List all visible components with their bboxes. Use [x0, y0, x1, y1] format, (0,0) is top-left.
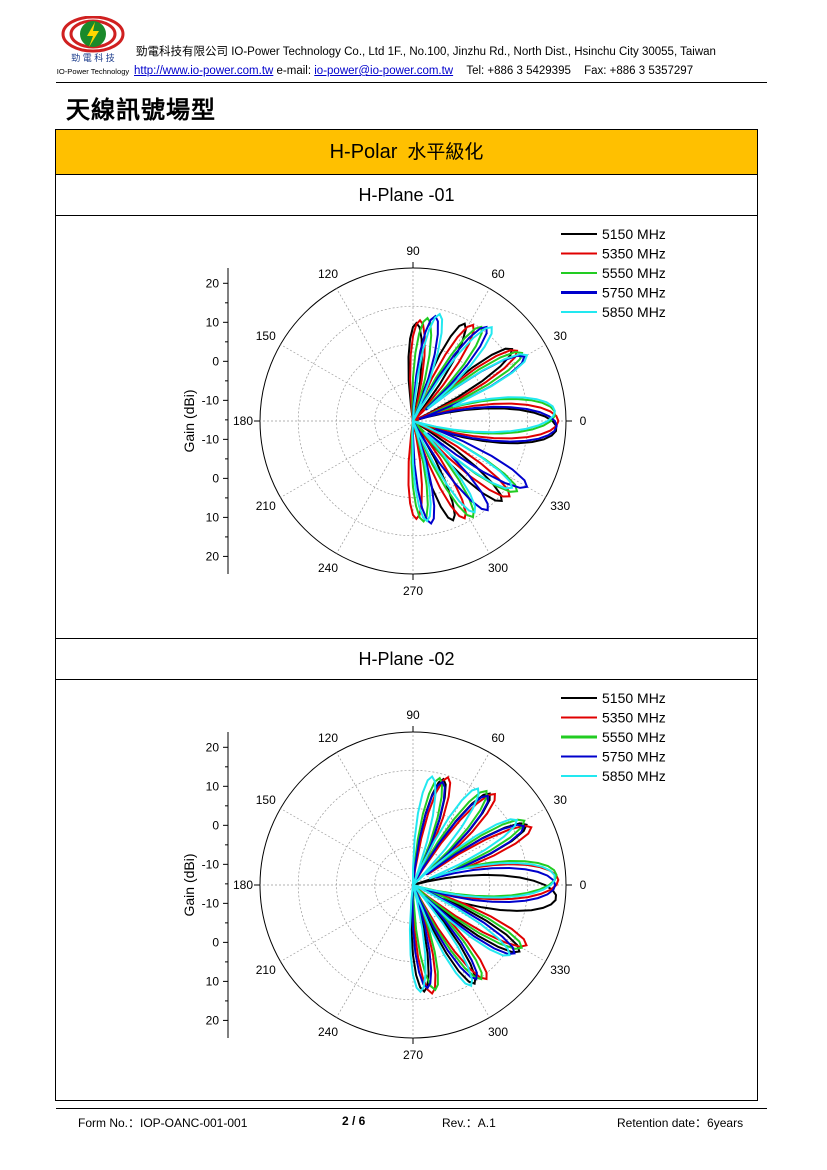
radial-tick-label: 20 [206, 1013, 220, 1027]
angle-tick-label: 300 [488, 561, 508, 575]
angle-tick-label: 60 [491, 731, 505, 745]
series-curve-5850-mhz [408, 774, 556, 994]
radial-tick-label: 20 [206, 740, 220, 754]
radial-tick-label: 0 [212, 471, 219, 485]
polar-chart-2: 0 30 60 90 120 150 180 210 240 270 300 330 20 10 0 -10 -… [181, 690, 666, 1062]
radial-tick-label: -10 [202, 896, 220, 910]
polar-grid-ring [297, 305, 529, 537]
angle-tick-label: 210 [256, 963, 276, 977]
gain-axis-label: Gain (dBi) [181, 389, 197, 452]
polar-grid-ring [374, 382, 452, 460]
legend-label: 5150 MHz [602, 226, 666, 242]
series-curve-5150-mhz [410, 777, 558, 994]
angle-tick-label: 150 [256, 329, 276, 343]
angle-tick-label: 150 [256, 793, 276, 807]
legend-label: 5150 MHz [602, 690, 666, 706]
series-curve-5150-mhz [407, 321, 558, 522]
footer-page-number: 2 / 6 [342, 1114, 366, 1128]
radial-tick-label: 10 [206, 315, 220, 329]
series-curve-5750-mhz [411, 780, 557, 990]
angle-tick-label: 240 [318, 561, 338, 575]
chart-2-title: H-Plane -02 [56, 639, 757, 680]
legend-label: 5850 MHz [602, 304, 666, 320]
polar-spoke [336, 420, 414, 554]
angle-tick-label: 30 [554, 329, 568, 343]
radial-tick-label: -10 [202, 432, 220, 446]
legend-label: 5850 MHz [602, 768, 666, 784]
fax-text: Fax: +886 3 5357297 [584, 65, 694, 77]
radial-tick-label: 0 [212, 354, 219, 368]
polar-grid-ring [297, 769, 529, 1001]
angle-tick-label: 180 [233, 878, 253, 892]
email-label: e-mail: [276, 65, 312, 77]
polar-spoke [280, 808, 414, 886]
radial-tick-label: 10 [206, 510, 220, 524]
legend-label: 5750 MHz [602, 285, 666, 301]
polar-spoke [280, 344, 414, 422]
series-curve-5850-mhz [411, 312, 556, 523]
logo-en-text: IO-Power Technology [57, 67, 130, 76]
angle-tick-label: 90 [406, 244, 420, 258]
angle-tick-label: 0 [580, 414, 587, 428]
polar-spoke [280, 420, 414, 498]
angle-tick-label: 270 [403, 1048, 423, 1062]
section-title-en: H-Polar [329, 141, 398, 163]
legend-label: 5350 MHz [602, 710, 666, 726]
polar-spoke [412, 808, 546, 886]
angle-tick-label: 180 [233, 414, 253, 428]
angle-tick-label: 240 [318, 1025, 338, 1039]
polar-spoke [336, 288, 414, 422]
angle-tick-label: 90 [406, 708, 420, 722]
legend-label: 5550 MHz [602, 265, 666, 281]
angle-tick-label: 270 [403, 584, 423, 598]
polar-chart-1: 0 30 60 90 120 150 180 210 240 270 300 330 20 10 0 -10 -… [181, 226, 666, 598]
section-divider [56, 638, 757, 639]
polar-spoke [336, 752, 414, 886]
angle-tick-label: 0 [580, 878, 587, 892]
email-link[interactable]: io-power@io-power.com.tw [314, 65, 454, 77]
company-address: 勁電科技有限公司 IO-Power Technology Co., Ltd 1F… [136, 46, 716, 58]
tel-text: Tel: +886 3 5429395 [466, 65, 571, 77]
legend-label: 5550 MHz [602, 729, 666, 745]
radial-tick-label: -10 [202, 393, 220, 407]
angle-tick-label: 60 [491, 267, 505, 281]
angle-tick-label: 330 [550, 963, 570, 977]
polar-spoke [336, 884, 414, 1018]
logo-cn-text: 勁 電 科 技 [71, 52, 115, 63]
radial-tick-label: 20 [206, 549, 220, 563]
legend-label: 5750 MHz [602, 749, 666, 765]
polar-spoke [280, 884, 414, 962]
angle-tick-label: 300 [488, 1025, 508, 1039]
logo-emblem-icon [61, 16, 125, 53]
radial-tick-label: 10 [206, 779, 220, 793]
footer-divider [56, 1108, 767, 1109]
header-divider [56, 82, 767, 83]
page-title: 天線訊號場型 [66, 95, 216, 124]
angle-tick-label: 210 [256, 499, 276, 513]
radial-tick-label: 20 [206, 276, 220, 290]
polar-grid-ring [374, 846, 452, 924]
section-band: H-Polar 水平級化 [56, 130, 757, 175]
radial-tick-label: 0 [212, 935, 219, 949]
contact-line: http://www.io-power.com.tw e-mail: io-po… [134, 65, 693, 77]
radial-tick-label: -10 [202, 857, 220, 871]
content-frame [55, 129, 758, 1101]
radial-tick-label: 10 [206, 974, 220, 988]
series-curve-5350-mhz [412, 775, 560, 996]
website-link[interactable]: http://www.io-power.com.tw [134, 65, 274, 77]
chart-1-title: H-Plane -01 [56, 175, 757, 216]
angle-tick-label: 330 [550, 499, 570, 513]
section-title-cn: 水平級化 [407, 141, 484, 163]
footer-revision: Rev.：A.1 [442, 1116, 496, 1130]
footer-retention: Retention date：6years [617, 1116, 744, 1130]
angle-tick-label: 30 [554, 793, 568, 807]
company-logo: 勁 電 科 技 IO-Power Technology [57, 16, 130, 76]
gain-axis-label: Gain (dBi) [181, 853, 197, 916]
footer-form-no: Form No.：IOP-OANC-001-001 [78, 1116, 248, 1130]
legend-label: 5350 MHz [602, 246, 666, 262]
angle-tick-label: 120 [318, 267, 338, 281]
radial-tick-label: 0 [212, 818, 219, 832]
angle-tick-label: 120 [318, 731, 338, 745]
